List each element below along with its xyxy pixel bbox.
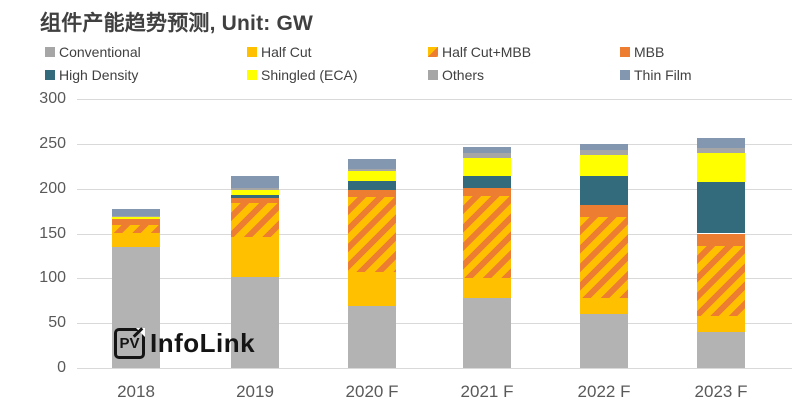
legend-item-mbb: MBB <box>620 44 664 60</box>
bar-segment-2021F-thin-film <box>463 146 511 153</box>
gridline-0 <box>77 368 792 369</box>
bar-segment-2020F-conventional <box>348 306 396 368</box>
legend-label: Shingled (ECA) <box>261 67 358 83</box>
bar-segment-2018-others <box>112 215 160 217</box>
gridline-250 <box>77 143 792 145</box>
legend-label: Others <box>442 67 485 83</box>
legend-label: Half Cut <box>261 44 312 60</box>
x-axis-label-2021F: 2021 F <box>460 382 514 401</box>
bar-segment-2023F-high-density <box>697 182 745 234</box>
gridline-150 <box>77 233 792 235</box>
bar-segment-2020F-half-cut <box>348 272 396 307</box>
infolink-logo-text: InfoLink <box>150 328 256 358</box>
bar-segment-2021F-mbb <box>463 187 511 196</box>
bar-segment-2023F-conventional <box>697 332 745 368</box>
gridline-50 <box>77 323 792 325</box>
legend-label: Conventional <box>59 44 141 60</box>
chart-title: 组件产能趋势预测, Unit: GW <box>40 12 314 35</box>
x-axis-label-2022F: 2022 F <box>577 382 631 401</box>
bar-segment-2021F-others <box>463 152 511 159</box>
bar-segment-2023F-half-cut-mbb <box>697 246 745 316</box>
bar-segment-2019-thin-film <box>231 176 279 188</box>
y-axis-tick-label: 50 <box>48 314 66 332</box>
bar-segment-2019-conventional <box>231 277 279 368</box>
legend-item-others: Others <box>428 67 484 83</box>
x-axis-label-2018: 2018 <box>117 382 155 401</box>
y-axis-tick-label: 0 <box>57 359 66 376</box>
bar-segment-2019-others <box>231 187 279 190</box>
x-axis-label-2023F: 2023 F <box>694 382 748 401</box>
bar-segment-2020F-high-density <box>348 180 396 190</box>
shingled-eca-swatch-icon <box>247 70 257 80</box>
bar-segment-2022F-thin-film <box>580 143 628 151</box>
bar-segment-2023F-half-cut <box>697 315 745 333</box>
legend-item-thin-film: Thin Film <box>620 67 692 83</box>
x-axis-label-2019: 2019 <box>236 382 274 401</box>
legend-item-high-density: High Density <box>45 67 138 83</box>
gridline-300 <box>77 99 792 100</box>
bar-segment-2019-mbb <box>231 197 279 203</box>
legend-label: High Density <box>59 67 139 83</box>
bar-segment-2018-thin-film <box>112 209 160 216</box>
legend-item-half-cut: Half Cut <box>247 44 312 60</box>
bar-segment-2022F-shingled-eca- <box>580 155 628 177</box>
bar-segment-2023F-mbb <box>697 233 745 247</box>
bar-segment-2021F-half-cut <box>463 278 511 299</box>
legend-label: Thin Film <box>634 67 692 83</box>
legend-item-conventional: Conventional <box>45 44 141 60</box>
legend-label: Half Cut+MBB <box>442 44 532 60</box>
half-cut-mbb-swatch-icon <box>428 47 438 57</box>
bar-segment-2022F-others <box>580 150 628 156</box>
bar-segment-2022F-half-cut <box>580 298 628 315</box>
bar-segment-2018-half-cut-mbb <box>112 225 160 233</box>
legend-item-half-cut-mbb: Half Cut+MBB <box>428 44 531 60</box>
bar-segment-2020F-thin-film <box>348 159 396 169</box>
bar-segment-2020F-shingled-eca- <box>348 170 396 181</box>
y-axis-tick-label: 150 <box>39 224 66 242</box>
bar-segment-2022F-half-cut-mbb <box>580 217 628 299</box>
others-swatch-icon <box>428 70 438 80</box>
high-density-swatch-icon <box>45 70 55 80</box>
legend-label: MBB <box>634 44 665 60</box>
bar-segment-2019-shingled-eca- <box>231 189 279 195</box>
bar-segment-2021F-half-cut-mbb <box>463 195 511 279</box>
bar-segment-2018-mbb <box>112 219 160 226</box>
mbb-swatch-icon <box>620 47 630 57</box>
legend-item-shingled-eca: Shingled (ECA) <box>247 67 358 83</box>
y-axis-tick-label: 100 <box>39 269 66 287</box>
bar-segment-2021F-high-density <box>463 176 511 188</box>
bar-segment-2019-high-density <box>231 194 279 198</box>
conventional-swatch-icon <box>45 47 55 57</box>
bar-segment-2021F-shingled-eca- <box>463 158 511 177</box>
pvinfolink-logo: PV InfoLink <box>114 328 255 359</box>
bar-segment-2022F-high-density <box>580 176 628 205</box>
bar-segment-2020F-mbb <box>348 189 396 197</box>
bar-segment-2018-shingled-eca- <box>112 216 160 220</box>
bar-segment-2018-half-cut <box>112 232 160 247</box>
y-axis-tick-label: 200 <box>39 179 66 197</box>
bar-segment-2019-half-cut-mbb <box>231 203 279 238</box>
y-axis-tick-label: 300 <box>39 90 66 107</box>
bar-segment-2023F-shingled-eca- <box>697 152 745 183</box>
half-cut-swatch-icon <box>247 47 257 57</box>
bar-segment-2023F-thin-film <box>697 137 745 149</box>
bar-segment-2020F-half-cut-mbb <box>348 196 396 273</box>
bar-segment-2021F-conventional <box>463 298 511 368</box>
bar-segment-2022F-mbb <box>580 204 628 218</box>
gridline-200 <box>77 188 792 190</box>
bar-segment-2023F-others <box>697 148 745 153</box>
bar-segment-2022F-conventional <box>580 314 628 368</box>
bar-segment-2020F-others <box>348 168 396 171</box>
pv-document-icon: PV <box>114 328 145 359</box>
gridline-100 <box>77 278 792 280</box>
x-axis-label-2020F: 2020 F <box>345 382 399 401</box>
bar-segment-2019-half-cut <box>231 237 279 278</box>
y-axis-tick-label: 250 <box>39 134 66 152</box>
thin-film-swatch-icon <box>620 70 630 80</box>
